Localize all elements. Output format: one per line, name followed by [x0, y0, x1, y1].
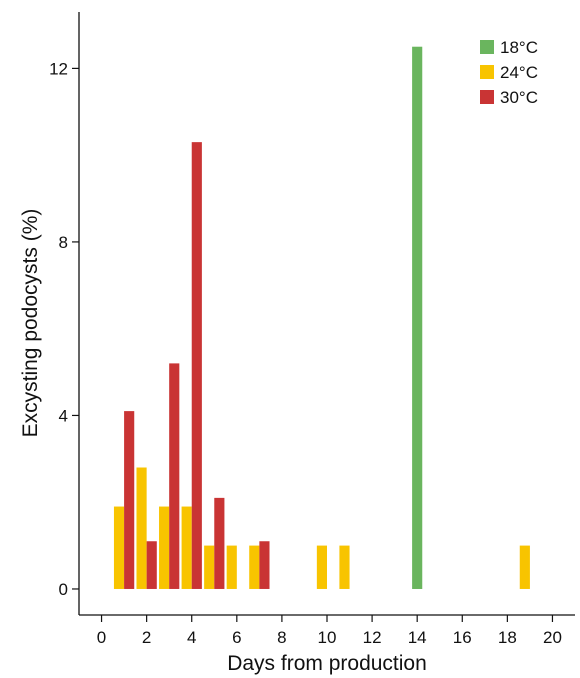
- bar-24c-day-5: [204, 545, 215, 589]
- legend-swatch-30c: [480, 90, 494, 104]
- bar-24c-day-6: [226, 545, 237, 589]
- bar-24c-day-10: [316, 545, 327, 589]
- y-ticks: 0 4 8 12: [49, 59, 79, 599]
- bar-30c-day-1: [124, 411, 135, 589]
- y-tick-label: 4: [59, 406, 68, 425]
- legend: 18°C 24°C 30°C: [480, 38, 538, 107]
- y-tick-label: 8: [59, 233, 68, 252]
- x-tick-label: 8: [277, 628, 286, 647]
- x-tick-label: 10: [318, 628, 337, 647]
- x-ticks: 0 2 4 6 8 10 12 14 16 18 20: [97, 615, 562, 647]
- bars-layer: [113, 46, 530, 589]
- bar-30c-day-2: [146, 541, 157, 589]
- bar-24c-day-1: [113, 506, 125, 589]
- bar-24c-day-4: [181, 506, 192, 589]
- bar-24c-day-19: [519, 545, 530, 589]
- bar-24c-day-11: [339, 545, 350, 589]
- bar-24c-day-2: [136, 467, 147, 589]
- y-axis-title: Excysting podocysts (%): [19, 209, 42, 438]
- legend-label-30c: 30°C: [500, 88, 538, 107]
- y-tick-label: 0: [59, 580, 68, 599]
- x-tick-label: 4: [187, 628, 196, 647]
- legend-swatch-18c: [480, 40, 494, 54]
- x-tick-label: 2: [142, 628, 151, 647]
- x-tick-label: 18: [498, 628, 517, 647]
- x-axis-title: Days from production: [227, 652, 427, 675]
- x-tick-label: 14: [408, 628, 427, 647]
- x-tick-label: 0: [97, 628, 106, 647]
- x-tick-label: 16: [453, 628, 472, 647]
- legend-label-24c: 24°C: [500, 63, 538, 82]
- bar-18c-day-14: [412, 46, 423, 589]
- x-tick-label: 20: [543, 628, 562, 647]
- bar-24c-day-3: [159, 506, 170, 589]
- x-tick-label: 12: [363, 628, 382, 647]
- bar-24c-day-7: [249, 545, 260, 589]
- bar-30c-day-3: [169, 363, 180, 589]
- legend-label-18c: 18°C: [500, 38, 538, 57]
- legend-swatch-24c: [480, 65, 494, 79]
- bar-30c-day-4: [191, 142, 202, 589]
- bar-30c-day-7: [259, 541, 270, 589]
- y-tick-label: 12: [49, 59, 68, 78]
- bar-30c-day-5: [214, 497, 225, 589]
- x-tick-label: 6: [232, 628, 241, 647]
